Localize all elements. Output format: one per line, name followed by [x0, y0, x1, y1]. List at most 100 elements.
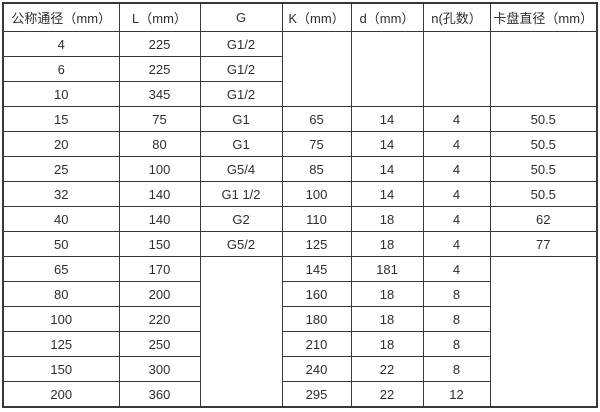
cell: 8 [422, 331, 491, 357]
cell: 20 [2, 131, 120, 157]
cell: 125 [281, 231, 352, 257]
cell: 10 [2, 81, 120, 107]
cell: G1/2 [199, 81, 283, 107]
cell: 77 [489, 231, 598, 257]
cell: G1/2 [199, 31, 283, 57]
cell: 14 [350, 181, 424, 207]
header-row: 公称通径（mm） L（mm） G K（mm） d（mm） n(孔数） 卡盘直径（… [2, 2, 598, 32]
cell: 100 [281, 181, 352, 207]
cell: 360 [118, 381, 201, 408]
cell-merged-empty [281, 31, 352, 107]
cell: 6 [2, 56, 120, 82]
cell: 345 [118, 81, 201, 107]
cell: 200 [118, 281, 201, 307]
cell: 160 [281, 281, 352, 307]
cell: 15 [2, 106, 120, 132]
cell: 62 [489, 206, 598, 232]
cell: 210 [281, 331, 352, 357]
cell: 250 [118, 331, 201, 357]
cell-merged-empty [199, 256, 283, 408]
cell: 50 [2, 231, 120, 257]
table-row: 125 250 210 18 8 [2, 331, 597, 357]
cell: 300 [118, 356, 201, 382]
cell: 240 [281, 356, 352, 382]
cell: 18 [350, 306, 424, 332]
cell: 18 [350, 206, 424, 232]
cell: 65 [281, 106, 352, 132]
cell: 80 [2, 281, 120, 307]
cell: 50.5 [489, 131, 598, 157]
cell: 170 [118, 256, 201, 282]
cell: 140 [118, 181, 201, 207]
cell: 14 [350, 131, 424, 157]
cell: 80 [118, 131, 201, 157]
cell: G5/4 [199, 156, 283, 182]
table-row: 200 360 295 22 12 [2, 381, 597, 408]
cell: 181 [350, 256, 424, 282]
cell-merged-empty [350, 31, 424, 107]
cell: G2 [199, 206, 283, 232]
table-row: 20 80 G1 75 14 4 50.5 [2, 131, 598, 157]
cell: 4 [422, 131, 491, 157]
cell: 50.5 [489, 181, 598, 207]
table-row: 50 150 G5/2 125 18 4 77 [2, 231, 598, 257]
cell: 14 [350, 106, 424, 132]
table-row: 15 75 G1 65 14 4 50.5 [2, 106, 598, 132]
col-header-n-holes: n(孔数） [422, 2, 491, 32]
cell: G1 [199, 106, 283, 132]
cell: 8 [422, 281, 491, 307]
cell: G5/2 [199, 231, 283, 257]
cell: 4 [422, 156, 491, 182]
cell: 295 [281, 381, 352, 408]
cell: 50.5 [489, 106, 598, 132]
table-row: 6 225 G1/2 [2, 56, 597, 82]
cell: 8 [422, 356, 491, 382]
cell: 8 [422, 306, 491, 332]
cell-merged-empty [422, 31, 491, 107]
cell: 18 [350, 231, 424, 257]
cell: 225 [118, 31, 201, 57]
col-header-nominal-diameter: 公称通径（mm） [2, 2, 120, 32]
cell: 14 [350, 156, 424, 182]
cell: G1 [199, 131, 283, 157]
dimension-spec-table: 公称通径（mm） L（mm） G K（mm） d（mm） n(孔数） 卡盘直径（… [2, 2, 598, 408]
cell: 125 [2, 331, 120, 357]
cell: 145 [281, 256, 352, 282]
cell: 25 [2, 156, 120, 182]
cell: 18 [350, 331, 424, 357]
table-row: 25 100 G5/4 85 14 4 50.5 [2, 156, 598, 182]
cell-merged-empty [489, 256, 598, 408]
table-row: 32 140 G1 1/2 100 14 4 50.5 [2, 181, 598, 207]
table-row: 80 200 160 18 8 [2, 281, 597, 307]
table-row: 150 300 240 22 8 [2, 356, 597, 382]
cell: 65 [2, 256, 120, 282]
cell: 40 [2, 206, 120, 232]
cell: 100 [2, 306, 120, 332]
cell: 140 [118, 206, 201, 232]
cell: 4 [422, 231, 491, 257]
cell: 100 [118, 156, 201, 182]
cell: G1 1/2 [199, 181, 283, 207]
cell: 12 [422, 381, 491, 408]
cell: 4 [422, 106, 491, 132]
cell: 18 [350, 281, 424, 307]
cell: 75 [281, 131, 352, 157]
col-header-d: d（mm） [350, 2, 424, 32]
cell: 22 [350, 381, 424, 408]
cell: 32 [2, 181, 120, 207]
cell: 180 [281, 306, 352, 332]
cell: 110 [281, 206, 352, 232]
cell-merged-empty [489, 31, 598, 107]
cell: 225 [118, 56, 201, 82]
table-row: 40 140 G2 110 18 4 62 [2, 206, 598, 232]
table-row: 4 225 G1/2 [2, 31, 598, 107]
cell: 85 [281, 156, 352, 182]
col-header-g: G [199, 2, 283, 32]
cell: 4 [422, 181, 491, 207]
table-row: 65 170 145 181 4 [2, 256, 598, 408]
cell: 75 [118, 106, 201, 132]
cell: 50.5 [489, 156, 598, 182]
cell: 220 [118, 306, 201, 332]
cell: 4 [422, 256, 491, 282]
cell: G1/2 [199, 56, 283, 82]
